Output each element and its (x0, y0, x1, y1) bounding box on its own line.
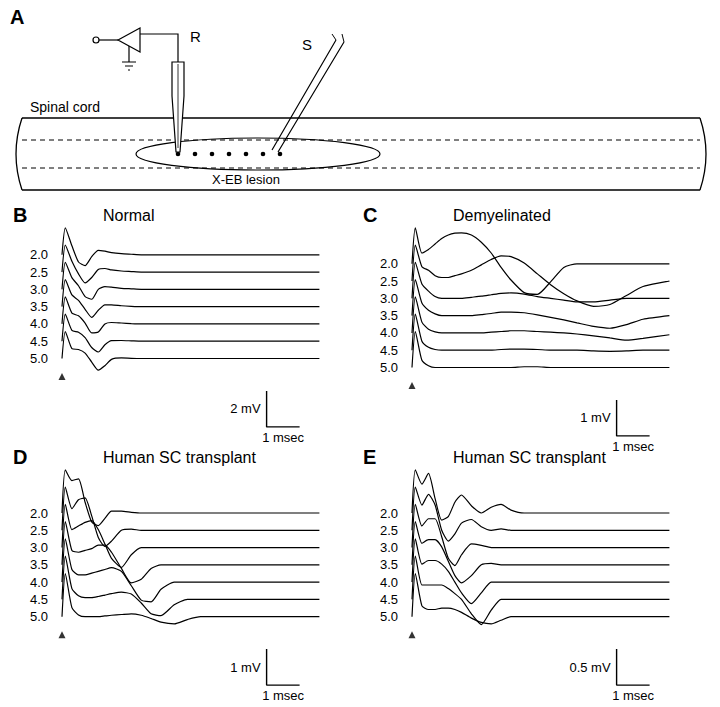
svg-text:5.0: 5.0 (380, 360, 398, 375)
svg-text:3.5: 3.5 (30, 557, 48, 572)
svg-text:1 msec: 1 msec (262, 688, 304, 703)
svg-text:2.0: 2.0 (30, 247, 48, 262)
svg-text:2.0: 2.0 (30, 506, 48, 521)
svg-text:3.5: 3.5 (30, 299, 48, 314)
svg-text:X-EB lesion: X-EB lesion (212, 172, 280, 187)
svg-text:0.5 mV: 0.5 mV (569, 660, 611, 675)
svg-text:3.5: 3.5 (380, 308, 398, 323)
svg-text:E: E (363, 446, 376, 468)
svg-text:3.0: 3.0 (380, 291, 398, 306)
svg-text:A: A (10, 6, 24, 28)
svg-text:Demyelinated: Demyelinated (453, 207, 551, 224)
svg-text:2.5: 2.5 (380, 523, 398, 538)
svg-text:2.0: 2.0 (380, 506, 398, 521)
svg-text:2.5: 2.5 (380, 274, 398, 289)
svg-text:1 msec: 1 msec (262, 430, 304, 445)
svg-text:4.5: 4.5 (30, 592, 48, 607)
svg-text:5.0: 5.0 (30, 351, 48, 366)
svg-text:C: C (363, 204, 377, 226)
svg-text:1 msec: 1 msec (612, 439, 654, 454)
svg-text:Spinal cord: Spinal cord (30, 99, 100, 115)
svg-text:3.0: 3.0 (380, 540, 398, 555)
svg-text:5.0: 5.0 (30, 609, 48, 624)
svg-text:1 mV: 1 mV (230, 660, 261, 675)
svg-text:D: D (13, 446, 27, 468)
svg-text:4.5: 4.5 (30, 334, 48, 349)
svg-text:3.0: 3.0 (30, 540, 48, 555)
svg-text:4.0: 4.0 (30, 316, 48, 331)
svg-text:4.0: 4.0 (380, 325, 398, 340)
svg-text:2.5: 2.5 (30, 265, 48, 280)
svg-text:1 msec: 1 msec (612, 688, 654, 703)
svg-text:Normal: Normal (103, 207, 155, 224)
svg-text:S: S (302, 36, 312, 53)
svg-text:4.5: 4.5 (380, 343, 398, 358)
svg-text:4.0: 4.0 (380, 575, 398, 590)
svg-text:5.0: 5.0 (380, 609, 398, 624)
svg-text:3.5: 3.5 (380, 557, 398, 572)
svg-text:1 mV: 1 mV (580, 410, 611, 425)
svg-text:4.0: 4.0 (30, 575, 48, 590)
svg-text:B: B (13, 204, 27, 226)
svg-text:Human SC transplant: Human SC transplant (453, 449, 607, 466)
svg-text:Human SC transplant: Human SC transplant (103, 449, 257, 466)
svg-text:4.5: 4.5 (380, 592, 398, 607)
svg-text:2 mV: 2 mV (230, 401, 261, 416)
svg-text:3.0: 3.0 (30, 282, 48, 297)
svg-text:R: R (190, 28, 201, 45)
svg-text:2.0: 2.0 (380, 256, 398, 271)
svg-text:2.5: 2.5 (30, 523, 48, 538)
